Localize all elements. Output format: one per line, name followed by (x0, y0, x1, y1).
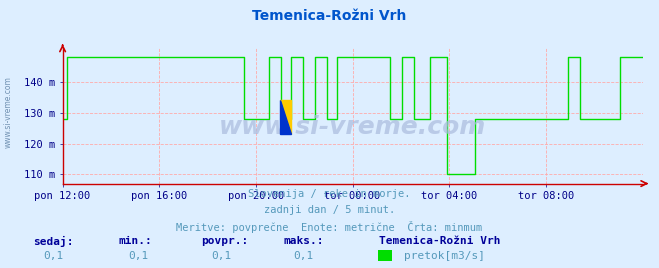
Text: Temenica-Rožni Vrh: Temenica-Rožni Vrh (252, 9, 407, 23)
Polygon shape (280, 100, 291, 133)
Text: Meritve: povprečne  Enote: metrične  Črta: minmum: Meritve: povprečne Enote: metrične Črta:… (177, 221, 482, 233)
Text: min.:: min.: (119, 236, 152, 246)
Text: Temenica-Rožni Vrh: Temenica-Rožni Vrh (379, 236, 500, 246)
Text: 0,1: 0,1 (293, 251, 314, 261)
Text: pretok[m3/s]: pretok[m3/s] (404, 251, 485, 261)
Text: 0,1: 0,1 (211, 251, 231, 261)
Text: Slovenija / reke in morje.: Slovenija / reke in morje. (248, 189, 411, 199)
Text: www.si-vreme.com: www.si-vreme.com (219, 115, 486, 139)
Text: maks.:: maks.: (283, 236, 324, 246)
Polygon shape (280, 100, 291, 133)
Text: povpr.:: povpr.: (201, 236, 248, 246)
Text: zadnji dan / 5 minut.: zadnji dan / 5 minut. (264, 205, 395, 215)
Text: 0,1: 0,1 (129, 251, 149, 261)
Text: 0,1: 0,1 (43, 251, 63, 261)
Text: sedaj:: sedaj: (33, 236, 73, 247)
Text: www.si-vreme.com: www.si-vreme.com (3, 77, 13, 148)
